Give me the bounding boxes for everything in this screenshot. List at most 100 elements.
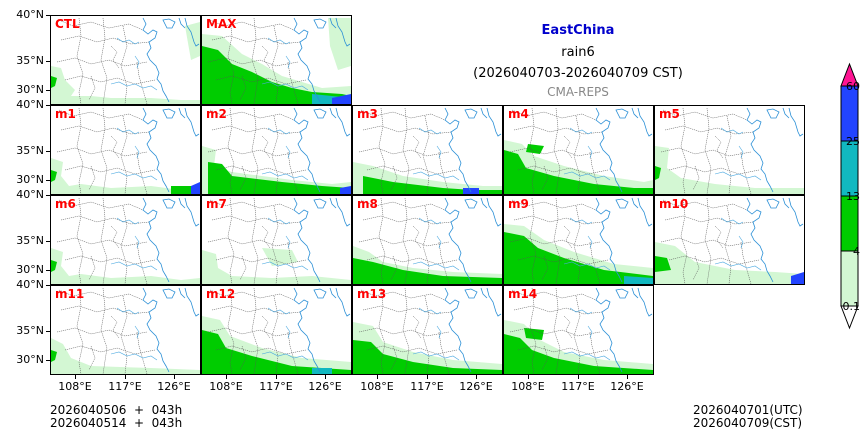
panel-m6: m6: [50, 195, 201, 285]
province-border: [664, 125, 754, 135]
province-border: [517, 345, 609, 355]
province-border: [664, 215, 754, 225]
panel-map-m2: [202, 107, 351, 194]
province-border: [660, 147, 752, 157]
panel-map-m10: [655, 197, 804, 284]
panel-m8: m8: [352, 195, 503, 285]
province-border: [668, 255, 760, 265]
precip-area-1: [262, 248, 298, 266]
province-border: [422, 295, 430, 374]
panel-label: m14: [508, 287, 538, 301]
coastline: [486, 107, 502, 137]
valid-time-utc: 2026040701(UTC): [693, 403, 803, 417]
province-border: [239, 75, 247, 101]
panel-map-m6: [51, 197, 200, 284]
colorbar-band-13-25: [840, 140, 859, 197]
period-title: (2026040703-2026040709 CST): [473, 66, 683, 81]
coastline: [480, 197, 488, 209]
province-border: [511, 199, 597, 211]
panel-map-m12: [202, 287, 351, 374]
coastline: [782, 197, 790, 209]
panel-label: m5: [659, 107, 680, 121]
panel-map-m4: [504, 107, 653, 194]
province-border: [529, 197, 537, 284]
coastline: [788, 107, 804, 137]
coastline: [595, 287, 623, 373]
precip-area-3: [332, 94, 351, 104]
panel-map-m8: [353, 197, 502, 284]
colorbar-level-label: 13: [846, 190, 860, 203]
lon-tick-label: 117°E: [259, 380, 293, 393]
precip-area-1: [51, 260, 57, 272]
river-line: [587, 235, 593, 249]
panel-label: m1: [55, 107, 76, 121]
province-border: [589, 241, 601, 284]
province-border: [251, 107, 259, 194]
river-line: [714, 261, 762, 271]
panel-map-m5: [655, 107, 804, 194]
province-border: [563, 225, 573, 249]
lat-tick-mark: [46, 151, 50, 152]
panel-map-m11: [51, 287, 200, 374]
panel-label: m3: [357, 107, 378, 121]
river-line: [110, 351, 158, 361]
colorbar-level-label: 60: [846, 80, 860, 93]
province-border: [58, 109, 144, 121]
river-line: [563, 261, 611, 271]
precip-area-0: [51, 338, 200, 374]
lat-tick-label: 40°N: [16, 8, 44, 21]
province-border: [64, 75, 156, 85]
precip-area-1: [208, 162, 351, 194]
precip-area-1: [202, 330, 351, 374]
coastline: [335, 107, 351, 137]
panel-label: m13: [357, 287, 387, 301]
river-line: [738, 235, 744, 249]
lat-tick-mark: [46, 241, 50, 242]
precip-area-2: [463, 188, 479, 194]
province-border: [553, 287, 561, 374]
province-border: [215, 255, 307, 265]
province-border: [360, 289, 446, 301]
river-line: [436, 325, 442, 339]
lon-tick-mark: [476, 375, 477, 379]
coastline: [444, 287, 472, 373]
precip-area-1: [51, 170, 57, 182]
province-border: [64, 345, 156, 355]
province-border: [56, 57, 148, 67]
panel-m13: m13: [352, 285, 503, 375]
coastline: [486, 197, 502, 227]
lat-tick-mark: [46, 195, 50, 196]
river-line: [267, 217, 291, 225]
river-line: [261, 261, 309, 271]
lon-tick-mark: [377, 375, 378, 379]
coastline: [162, 288, 176, 299]
coastline: [746, 107, 774, 193]
province-border: [589, 331, 601, 374]
lon-tick-label: 108°E: [511, 380, 545, 393]
province-border: [215, 165, 307, 175]
province-border: [110, 225, 120, 249]
river-line: [418, 127, 442, 135]
panel-map-m7: [202, 197, 351, 284]
coastline: [142, 287, 170, 373]
coastline: [184, 107, 200, 137]
province-border: [136, 241, 148, 284]
river-line: [267, 307, 291, 315]
panel-map-ctl: [51, 17, 200, 104]
province-border: [60, 35, 150, 45]
river-line: [738, 145, 744, 159]
province-border: [358, 147, 450, 157]
province-border: [390, 345, 398, 371]
province-border: [227, 107, 235, 194]
river-line: [110, 81, 158, 91]
province-border: [573, 295, 581, 374]
coastline: [142, 197, 170, 283]
precip-area-0: [51, 158, 200, 194]
river-line: [569, 307, 593, 315]
lon-tick-mark: [528, 375, 529, 379]
lat-tick-mark: [46, 15, 50, 16]
colorbar-under-arrow: [840, 305, 859, 330]
coastline: [184, 287, 200, 317]
panel-m7: m7: [201, 195, 352, 285]
panel-label: m4: [508, 107, 529, 121]
